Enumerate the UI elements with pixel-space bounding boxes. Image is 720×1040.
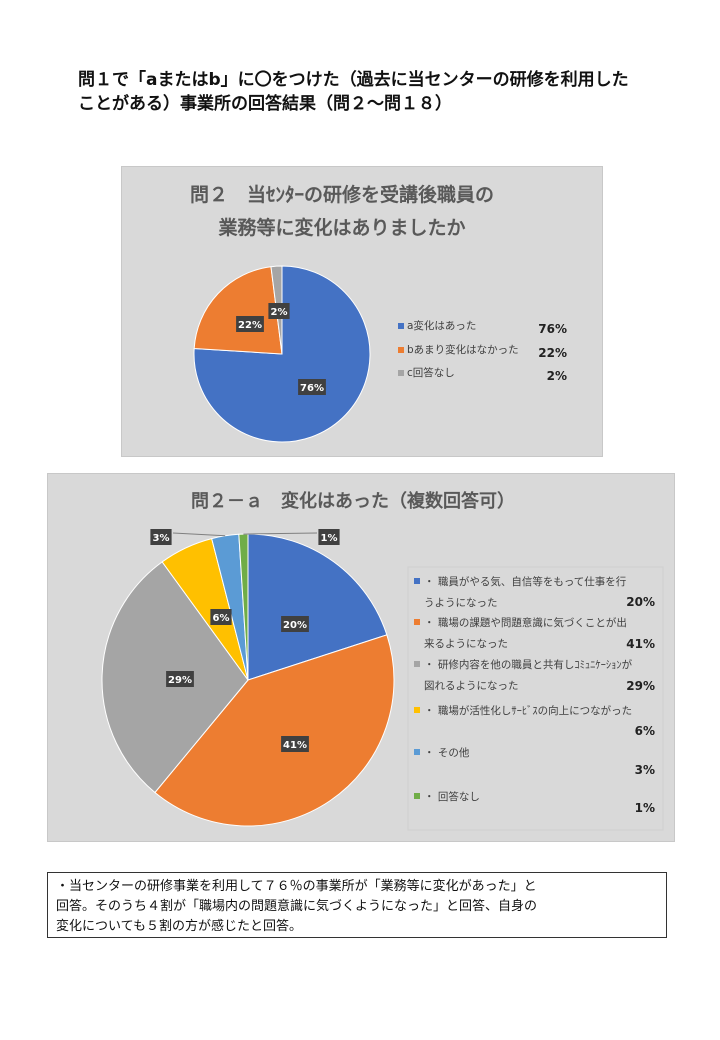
chart-panel-q2: 問２ 当ｾﾝﾀｰの研修を受講後職員の 業務等に変化はありましたか 76% 22% 2% a… (121, 166, 603, 457)
svg-text:・ 研修内容を他の職員と共有しｺﾐｭﾆｹｰｼｮﾝが: ・ 研修内容を他の職員と共有しｺﾐｭﾆｹｰｼｮﾝが (424, 658, 633, 671)
chart-title: 問２－ａ 変化はあった（複数回答可） (191, 490, 515, 512)
summary-line-1: ・当センターの研修事業を利用して７６％の事業所が「業務等に変化があった」と (56, 879, 537, 894)
svg-text:29%: 29% (168, 675, 192, 686)
svg-text:22%: 22% (238, 320, 262, 331)
data-label-no-answer: 1% (318, 529, 340, 545)
svg-text:a変化はあった: a変化はあった (407, 319, 476, 332)
svg-text:図れるようになった: 図れるようになった (424, 680, 519, 692)
svg-text:20%: 20% (283, 620, 307, 631)
page-heading-line-2: ことがある）事業所の回答結果（問２～問１８） (78, 94, 452, 114)
chart-title-line-1: 問２ 当ｾﾝﾀｰの研修を受講後職員の (190, 183, 494, 206)
page-heading: 問１で「aまたはb」に〇をつけた（過去に当センターの研修を利用した ことがある）… (78, 68, 698, 116)
chart-title-line-2: 業務等に変化はありましたか (217, 216, 465, 239)
svg-text:・ 職場の課題や問題意識に気づくことが出: ・ 職場の課題や問題意識に気づくことが出 (424, 616, 627, 629)
svg-text:・ 回答なし: ・ 回答なし (424, 790, 480, 803)
legend-item-not-much-changed: bあまり変化はなかった 22% (398, 343, 567, 360)
data-label-motivated: 20% (281, 616, 309, 632)
svg-text:2%: 2% (547, 369, 567, 383)
legend-item-other: ・ その他 3% (414, 746, 655, 777)
legend-item-changed: a変化はあった 76% (398, 319, 567, 336)
svg-text:76%: 76% (538, 322, 567, 336)
pie-slice-aware-of-issues (154, 634, 395, 827)
svg-text:41%: 41% (283, 740, 307, 751)
pie-slice-motivated (247, 533, 388, 681)
data-label-other: 3% (150, 529, 172, 545)
svg-text:・ 職場が活性化しｻｰﾋﾞｽの向上につながった: ・ 職場が活性化しｻｰﾋﾞｽの向上につながった (424, 704, 632, 717)
svg-text:・ その他: ・ その他 (424, 746, 470, 759)
data-label-no-answer: 2% (268, 303, 290, 319)
leader-line-other (172, 532, 226, 537)
svg-text:1%: 1% (635, 801, 655, 815)
leader-line-no-answer (243, 532, 318, 535)
svg-text:76%: 76% (300, 383, 324, 394)
svg-text:c回答なし: c回答なし (407, 366, 455, 379)
data-label-shared-communication: 29% (166, 671, 194, 687)
legend-box (407, 566, 664, 831)
chart-panel-q2a: 問２－ａ 変化はあった（複数回答可） 20% 41% 29% 6% 3% 1% ・ 職員がやる… (47, 473, 675, 842)
svg-text:bあまり変化はなかった: bあまり変化はなかった (407, 343, 519, 356)
summary-box: ・当センターの研修事業を利用して７６％の事業所が「業務等に変化があった」と 回答… (47, 872, 667, 938)
pie-slice-not-much-changed (193, 266, 283, 355)
svg-text:来るようになった: 来るようになった (424, 638, 508, 650)
svg-text:6%: 6% (213, 613, 230, 624)
page-heading-line-1: 問１で「aまたはb」に〇をつけた（過去に当センターの研修を利用した (78, 70, 629, 90)
pie-chart-q2a: 問２－ａ 変化はあった（複数回答可） 20% 41% 29% 6% 3% 1% ・ 職員がやる… (101, 490, 664, 831)
svg-text:3%: 3% (153, 533, 170, 544)
summary-line-3: 変化についても５割の方が感じたと回答。 (56, 919, 302, 934)
data-label-not-much-changed: 22% (236, 316, 264, 332)
svg-text:2%: 2% (271, 307, 288, 318)
svg-text:41%: 41% (626, 637, 655, 651)
svg-text:22%: 22% (538, 346, 567, 360)
summary-line-2: 回答。そのうち４割が「職場内の問題意識に気づくようになった」と回答、自身の (56, 899, 538, 914)
legend-item-no-answer: c回答なし 2% (398, 366, 567, 383)
data-label-changed: 76% (298, 379, 326, 395)
data-label-service-improved: 6% (210, 609, 232, 625)
svg-text:・ 職員がやる気、自信等をもって仕事を行: ・ 職員がやる気、自信等をもって仕事を行 (424, 575, 627, 588)
data-label-aware-of-issues: 41% (281, 736, 309, 752)
svg-text:1%: 1% (321, 533, 338, 544)
svg-text:29%: 29% (626, 679, 655, 693)
svg-text:3%: 3% (635, 763, 655, 777)
svg-text:20%: 20% (626, 595, 655, 609)
svg-text:うようになった: うようになった (424, 597, 498, 609)
legend-item-no-answer: ・ 回答なし 1% (414, 790, 655, 815)
svg-text:6%: 6% (635, 724, 655, 738)
